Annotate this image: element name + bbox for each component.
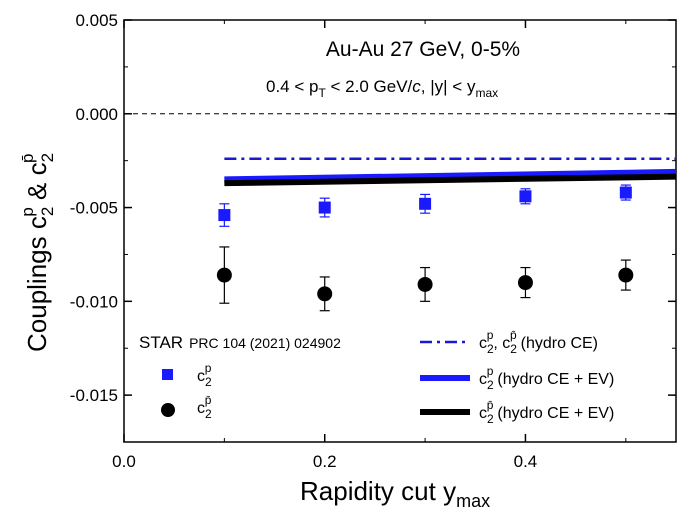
subtitle-rapidity-sub: max (475, 86, 498, 100)
y-tick-label: 0.000 (75, 105, 118, 124)
legend-hce-c2p-main: c (479, 335, 487, 352)
legend-ceev-c2p-main: c (479, 371, 487, 388)
legend-label-hydro-ce: c2p, c2p̄ (hydro CE) (479, 328, 598, 356)
legend-hce-c2pbar-sub: 2 (510, 342, 517, 356)
legend-source-name: STAR (139, 333, 183, 352)
point-c2pbar (317, 286, 333, 302)
legend-ceev-c2pbar-text: (hydro CE + EV) (497, 405, 614, 422)
legend-source: STAR PRC 104 (2021) 024902 (139, 333, 341, 352)
subtitle-pt-suffix: < 2.0 GeV/ (326, 77, 413, 96)
x-tick-label: 0.4 (514, 452, 538, 471)
subtitle-pt-sub: T (318, 86, 326, 100)
legend-c2pbar-sub: 2 (205, 407, 212, 421)
point-c2p (419, 197, 432, 210)
legend-c2p-sub: 2 (205, 375, 212, 389)
model-lines (224, 157, 677, 187)
legend-ceev-c2pbar-main: c (479, 405, 487, 422)
subtitle-rapidity: , |y| < y (421, 77, 476, 96)
legend-hce-c2p-sup: p (487, 328, 494, 342)
x-axis-title-sub: max (456, 491, 490, 508)
data-points (216, 184, 634, 312)
legend-marker-c2pbar (161, 403, 175, 417)
x-tick-label: 0.2 (313, 452, 337, 471)
y-axis-title-sup1: p (18, 207, 37, 216)
legend-source-ref: PRC 104 (2021) 024902 (189, 335, 341, 351)
legend-ceev-c2pbar-sup: p̄ (487, 398, 494, 412)
legend-hce-text: (hydro CE) (521, 335, 598, 352)
model-line-c2p-hydro-ce-ev (224, 168, 677, 183)
chart-title: Au-Au 27 GeV, 0-5% (326, 38, 520, 61)
legend-ceev-c2p-sub: 2 (487, 378, 494, 392)
legend-hce-c2pbar-main: c (502, 335, 510, 352)
legend-ceev-c2p-sup: p (487, 364, 494, 378)
legend-c2pbar-main: c (197, 400, 205, 417)
y-axis-title: Couplings c2p & c2p̄ (18, 153, 57, 352)
legend-marker-c2p (162, 369, 173, 380)
legend-c2p-main: c (197, 368, 205, 385)
subtitle-unit: c (412, 77, 421, 96)
legend-c2p-sup: p (205, 361, 212, 375)
legend-hce-c2pbar-sup: p̄ (510, 328, 517, 342)
point-c2p (218, 209, 231, 222)
point-c2p (318, 201, 331, 214)
point-c2p (619, 186, 632, 199)
x-tick-label: 0.0 (112, 452, 136, 471)
y-tick-label: -0.010 (70, 292, 118, 311)
legend-label-c2p: c2p (197, 361, 212, 389)
x-axis: 0.0 0.2 0.4 (112, 20, 627, 471)
x-axis-title-main: Rapidity cut y (300, 476, 456, 506)
plot-frame (123, 19, 677, 443)
chart-subtitle: 0.4 < pT < 2.0 GeV/c, |y| < ymax (266, 77, 498, 100)
y-tick-label: -0.005 (70, 199, 118, 218)
subtitle-pt-prefix: 0.4 < p (266, 77, 318, 96)
point-c2p (519, 190, 532, 203)
y-axis-title-main: Couplings c (22, 216, 52, 352)
legend-c2pbar-sup: p̄ (205, 393, 212, 407)
legend-hce-c2p-sub: 2 (487, 342, 494, 356)
legend: STAR PRC 104 (2021) 024902 c2p c2p̄ c2p, … (139, 328, 614, 426)
y-tick-label: -0.015 (70, 386, 118, 405)
model-line-c2pbar-hydro-ce-ev (224, 173, 677, 187)
legend-label-c2pbar-ceev: c2p̄ (hydro CE + EV) (479, 398, 614, 426)
legend-ceev-c2pbar-sub: 2 (487, 412, 494, 426)
y-axis-title-sub1: 2 (38, 207, 57, 216)
legend-hce-comma: , (493, 335, 502, 352)
legend-label-c2pbar: c2p̄ (197, 393, 212, 421)
point-c2pbar (618, 267, 634, 283)
point-c2pbar (216, 267, 232, 283)
y-axis-title-sub2: 2 (38, 153, 57, 162)
y-axis-title-amp: & c (22, 162, 52, 207)
legend-ceev-c2p-text: (hydro CE + EV) (497, 371, 614, 388)
y-axis: 0.005 0.000 -0.005 -0.010 -0.015 (70, 11, 676, 443)
x-axis-title: Rapidity cut ymax (300, 476, 490, 508)
point-c2pbar (517, 275, 533, 291)
point-c2pbar (417, 276, 433, 292)
y-axis-title-sup2: p̄ (18, 153, 37, 162)
y-tick-label: 0.005 (75, 11, 118, 30)
legend-label-c2p-ceev: c2p (hydro CE + EV) (479, 364, 614, 392)
